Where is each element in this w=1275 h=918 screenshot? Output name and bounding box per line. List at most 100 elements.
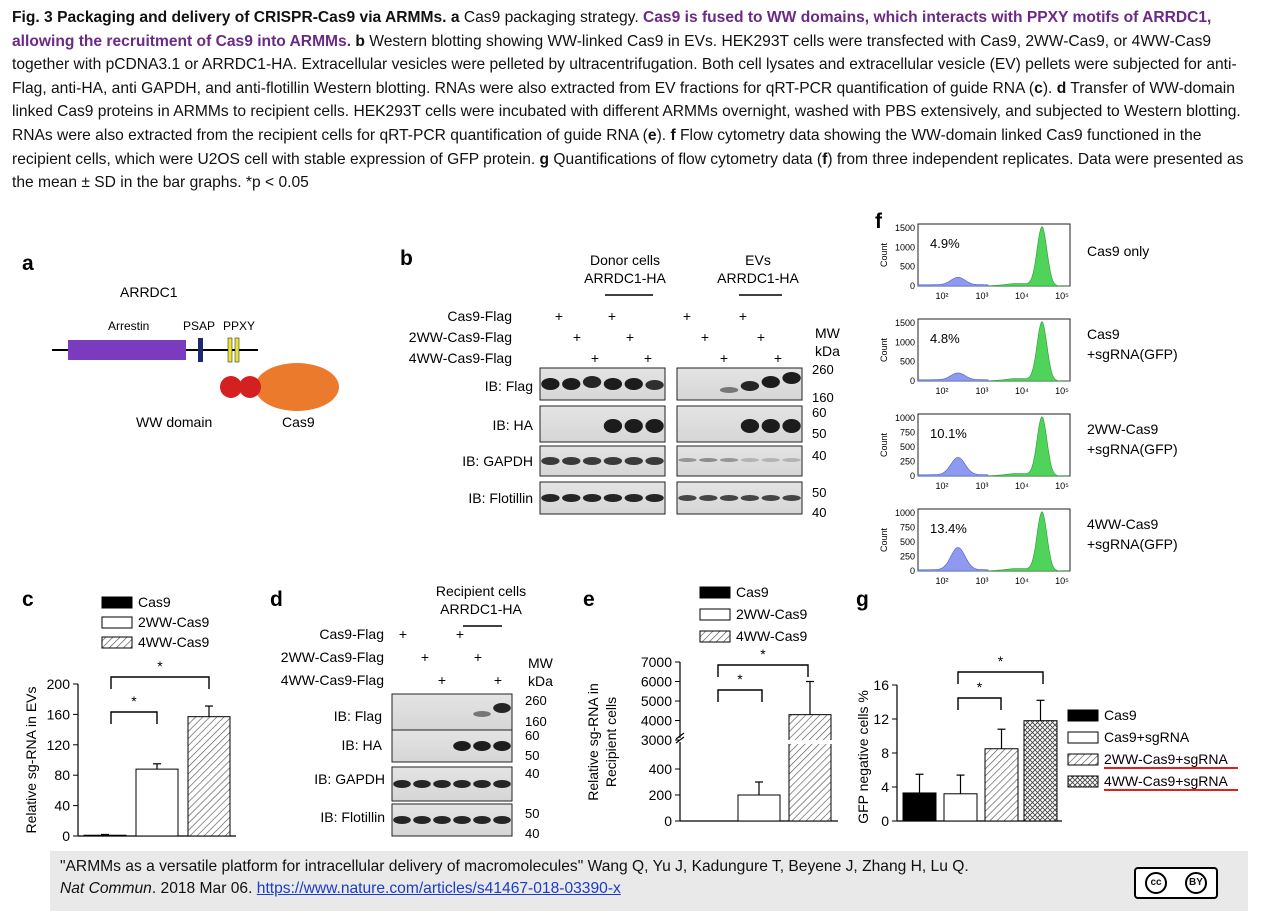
d-flot-band bbox=[453, 816, 471, 824]
significance-star: * bbox=[157, 658, 163, 674]
b-flag-donor-band bbox=[645, 380, 664, 390]
b-gapdh-donor-band bbox=[582, 457, 602, 465]
e-ylabel: Relative sg-RNA in bbox=[585, 683, 601, 801]
ppxy-label: PPXY bbox=[223, 319, 255, 333]
flow-sample-name-2: +sgRNA(GFP) bbox=[1087, 441, 1178, 457]
panel-c: c Cas9 2WW-Cas9 4WW-Cas9 0 40 80 120 160 200 Rela… bbox=[22, 588, 236, 844]
gfp-negative-peak bbox=[917, 372, 989, 382]
b-flot-donor bbox=[539, 481, 666, 515]
panel-d: d Recipient cells ARRDC1-HA Cas9-Flag 2W… bbox=[270, 583, 554, 841]
flow-xtick: 10³ bbox=[975, 576, 988, 586]
d-flot-band bbox=[393, 816, 411, 824]
c-ylabel: Relative sg-RNA in EVs bbox=[23, 686, 39, 833]
panel-e: e Cas9 2WW-Cas9 4WW-Cas9 0 200 400 3000 4000 500… bbox=[583, 584, 838, 829]
b-gapdh-ev-band bbox=[678, 458, 697, 462]
g-bar bbox=[943, 793, 978, 822]
g-ytick: 0 bbox=[881, 813, 889, 829]
b-ha-ev bbox=[676, 405, 803, 443]
b-flag-donor-band bbox=[603, 378, 623, 390]
b-gapdh-donor-band bbox=[603, 457, 623, 465]
flow-ytick: 750 bbox=[900, 523, 915, 533]
g-ytick: 12 bbox=[873, 711, 889, 727]
d-row-2ww: 2WW-Cas9-Flag bbox=[281, 649, 384, 665]
b-row-4ww: 4WW-Cas9-Flag bbox=[409, 350, 512, 366]
flow-ylabel: Count bbox=[879, 242, 889, 267]
e-ytick: 200 bbox=[649, 787, 673, 803]
b-mw-40: 40 bbox=[812, 448, 826, 463]
b-gapdh-ev-band bbox=[740, 458, 760, 462]
g-legend-2-label: 2WW-Cas9+sgRNA bbox=[1104, 751, 1228, 767]
d-plus: + bbox=[474, 649, 482, 665]
c-ytick: 200 bbox=[47, 676, 71, 692]
c-legend-2-swatch bbox=[101, 636, 133, 649]
flow-percent: 4.9% bbox=[930, 236, 960, 251]
flow-xtick: 10³ bbox=[975, 481, 988, 491]
flow-ylabel: Count bbox=[879, 527, 889, 552]
b-plus: + bbox=[573, 329, 581, 345]
significance-bracket bbox=[957, 697, 1002, 710]
b-flot-donor-band bbox=[603, 494, 623, 502]
flow-sample-name: Cas9 only bbox=[1087, 243, 1149, 259]
fig-number: Fig. 3 bbox=[12, 9, 53, 26]
c-legend-0-label: Cas9 bbox=[138, 594, 171, 610]
citation-link[interactable]: https://www.nature.com/articles/s41467-0… bbox=[256, 880, 621, 897]
d-mw-50b: 50 bbox=[525, 806, 539, 821]
flow-xtick: 10³ bbox=[975, 386, 988, 396]
e-legend-0-swatch bbox=[699, 586, 731, 599]
by-icon: BY bbox=[1185, 872, 1207, 894]
d-ha-band bbox=[493, 741, 511, 751]
cas9-protein bbox=[255, 363, 339, 411]
b-ib-flotillin: IB: Flotillin bbox=[468, 490, 533, 506]
cap-a-text: Cas9 packaging strategy. bbox=[463, 9, 639, 26]
e-ytick: 4000 bbox=[641, 713, 672, 729]
e-legend-0-label: Cas9 bbox=[736, 584, 769, 600]
d-ha bbox=[391, 729, 513, 763]
ww-domain-label: WW domain bbox=[136, 414, 212, 430]
b-flot-ev-band bbox=[719, 495, 739, 501]
d-arrdc-header: ARRDC1-HA bbox=[440, 601, 522, 617]
d-ha-band bbox=[453, 741, 471, 751]
significance-bracket bbox=[717, 689, 763, 702]
g-bar bbox=[902, 792, 937, 822]
b-ib-flag: IB: Flag bbox=[485, 378, 533, 394]
d-mw-260: 260 bbox=[525, 693, 547, 708]
c-ytick: 80 bbox=[54, 767, 70, 783]
flow-xtick: 10² bbox=[935, 291, 948, 301]
gfp-negative-peak bbox=[917, 457, 989, 477]
b-flot-donor-band bbox=[645, 494, 664, 502]
g-legend-1-swatch bbox=[1067, 731, 1099, 744]
g-ytick: 8 bbox=[881, 745, 889, 761]
cap-g-text: Quantifications of flow cytometry data ( bbox=[553, 150, 823, 168]
gfp-negative-peak bbox=[917, 547, 989, 572]
d-row-4ww: 4WW-Cas9-Flag bbox=[281, 672, 384, 688]
flow-ylabel: Count bbox=[879, 432, 889, 457]
panel-e-label: e bbox=[583, 588, 595, 611]
b-flag-ev bbox=[676, 367, 803, 401]
flow-ytick: 500 bbox=[900, 537, 915, 547]
cap-f-text: Flow cytometry data showing the WW-domai… bbox=[12, 126, 1202, 168]
b-ha-donor-band bbox=[624, 419, 643, 433]
b-mw-60: 60 bbox=[812, 405, 826, 420]
flow-xtick: 10² bbox=[935, 481, 948, 491]
significance-bracket bbox=[957, 671, 1044, 684]
flow-percent: 10.1% bbox=[930, 426, 967, 441]
ppxy-motif-1 bbox=[227, 337, 233, 363]
b-flot-donor-band bbox=[624, 494, 643, 502]
figure-caption: Fig. 3 Packaging and delivery of CRISPR-… bbox=[12, 6, 1264, 195]
flow-percent: 4.8% bbox=[930, 331, 960, 346]
b-flag-donor-band bbox=[624, 378, 643, 390]
flow-plot-3: 0 250 500 750 1000 Count 10² 10³ 10⁴ 10⁵ 10.1% 2WW-… bbox=[879, 413, 1178, 491]
cc-by-badge-icon: cc BY bbox=[1134, 867, 1218, 899]
flow-ytick: 0 bbox=[910, 376, 915, 386]
e-ytick: 3000 bbox=[641, 732, 672, 748]
flow-xtick: 10² bbox=[935, 576, 948, 586]
donor-cells-header: Donor cells bbox=[590, 252, 660, 268]
donor-arrdc-header: ARRDC1-HA bbox=[584, 270, 666, 286]
e-ytick: 6000 bbox=[641, 674, 672, 690]
b-mw: MW bbox=[815, 325, 841, 341]
d-flot bbox=[391, 803, 513, 837]
cc-icon: cc bbox=[1145, 872, 1167, 894]
b-flag-donor-band bbox=[541, 378, 560, 390]
c-ytick: 160 bbox=[47, 706, 71, 722]
b-mw-50: 50 bbox=[812, 426, 826, 441]
